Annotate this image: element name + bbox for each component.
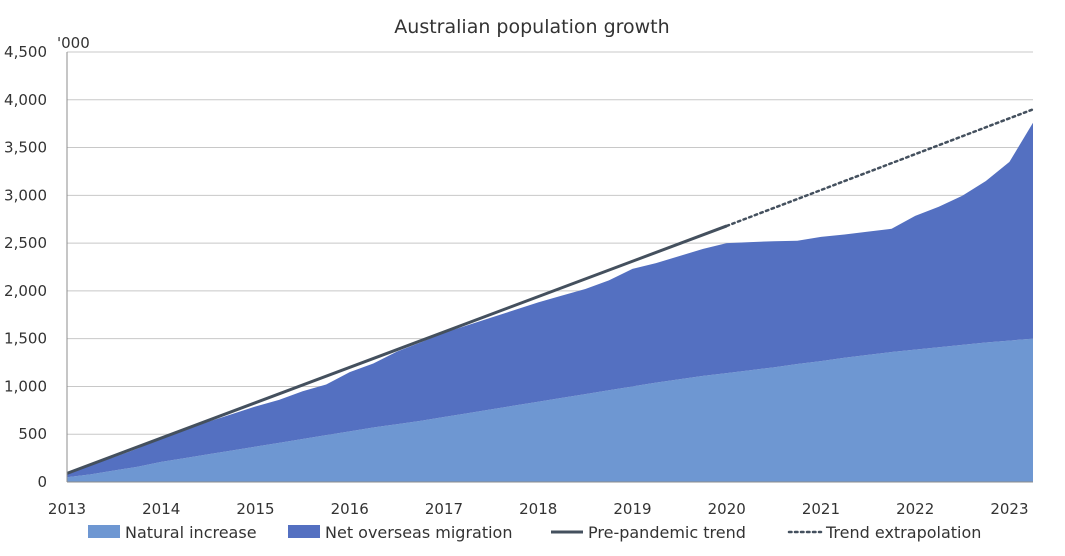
- x-tick-label: 2014: [142, 500, 180, 518]
- y-tick-label: 2,000: [4, 282, 47, 300]
- y-tick-label: 3,500: [4, 139, 47, 157]
- x-tick-label: 2022: [896, 500, 934, 518]
- x-tick-label: 2018: [519, 500, 557, 518]
- y-tick-label: 1,000: [4, 377, 47, 395]
- pre-pandemic-trend-line: [66, 224, 728, 475]
- y-tick-label: 0: [37, 473, 47, 491]
- trend-extrapolation-line: [725, 108, 1035, 228]
- y-tick-label: 4,000: [4, 91, 47, 109]
- y-tick-label: 1,500: [4, 330, 47, 348]
- x-tick-label: 2019: [613, 500, 651, 518]
- legend-label-pre-pandemic-trend: Pre-pandemic trend: [588, 523, 746, 542]
- x-tick-labels: 2013 2014 2015 2016 2017 2018 2019 2020 2021 2022…: [48, 500, 1029, 518]
- trend-lines: [66, 108, 1035, 475]
- x-tick-label: 2015: [236, 500, 274, 518]
- legend-label-trend-extrapolation: Trend extrapolation: [825, 523, 981, 542]
- x-tick-label: 2021: [802, 500, 840, 518]
- y-tick-label: 3,000: [4, 186, 47, 204]
- chart-title: Australian population growth: [394, 16, 669, 38]
- x-tick-label: 2020: [708, 500, 746, 518]
- net-overseas-migration-area: [67, 122, 1033, 478]
- area-series: [67, 122, 1033, 482]
- gridlines: [67, 51, 1033, 435]
- x-tick-label: 2013: [48, 500, 86, 518]
- natural-increase-area: [67, 338, 1033, 482]
- legend: Natural increase Net overseas migration Pr…: [88, 523, 981, 542]
- y-tick-label: 4,500: [4, 43, 47, 61]
- y-tick-label: 2,500: [4, 234, 47, 252]
- x-tick-label: 2023: [990, 500, 1028, 518]
- legend-swatch-natural-increase: [88, 525, 120, 538]
- legend-label-net-overseas-migration: Net overseas migration: [325, 523, 512, 542]
- y-axis-unit-label: '000: [57, 34, 90, 52]
- legend-swatch-net-overseas-migration: [288, 525, 320, 538]
- y-tick-label: 500: [18, 425, 47, 443]
- y-tick-labels: 0 500 1,000 1,500 2,000 2,500 3,000 3,500 4,000 4…: [4, 43, 47, 491]
- x-tick-label: 2017: [425, 500, 463, 518]
- axes: [66, 52, 1033, 483]
- x-tick-label: 2016: [331, 500, 369, 518]
- legend-label-natural-increase: Natural increase: [125, 523, 257, 542]
